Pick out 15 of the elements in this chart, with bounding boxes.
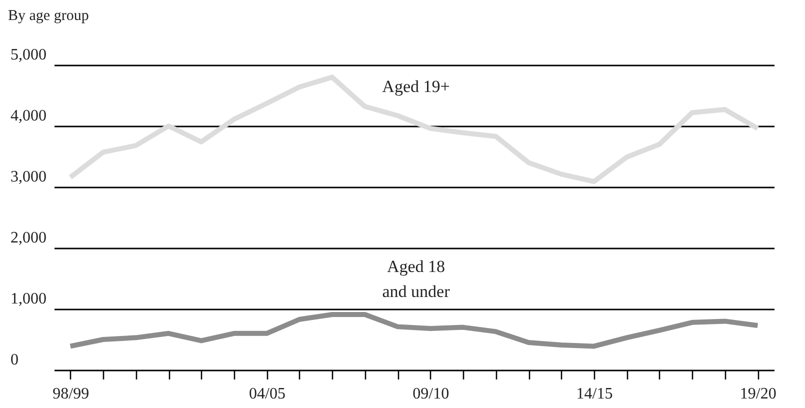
y-tick-label: 0 [10,352,18,368]
x-tick-label: 04/05 [249,386,286,402]
x-tick-label: 98/99 [52,386,90,402]
y-tick-label: 4,000 [10,108,46,124]
y-tick-label: 2,000 [10,230,46,246]
chart-title: By age group [8,8,89,24]
annotation: Aged 19+ [382,77,450,96]
annotation: and under [382,282,450,301]
annotation: Aged 18 [386,257,446,276]
x-tick-label: 09/10 [412,386,450,402]
y-tick-label: 3,000 [10,168,46,186]
x-tick-label: 14/15 [576,386,613,402]
x-tick-label: 19/20 [740,386,776,402]
y-tick-label: 5,000 [10,46,46,64]
y-tick-label: 1,000 [10,290,46,308]
